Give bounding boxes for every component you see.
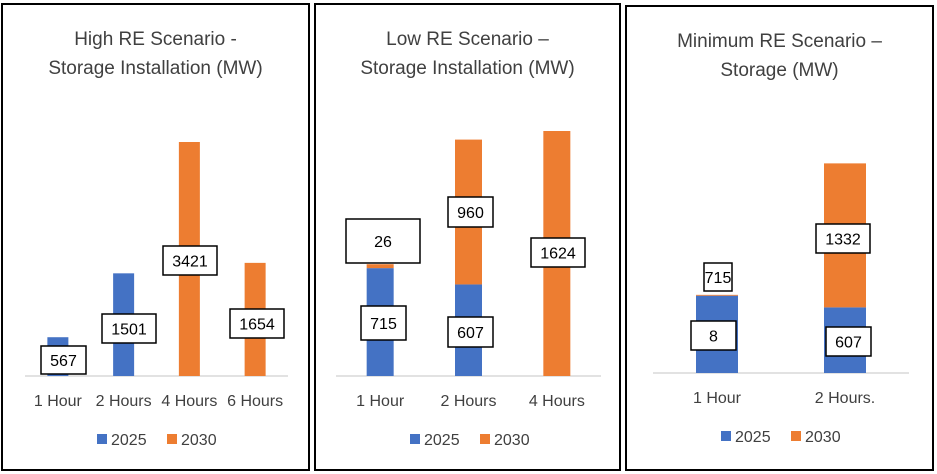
bar-2030-1-hour: [366, 264, 394, 269]
data-label-box: [40, 345, 87, 375]
data-label: 567: [50, 353, 77, 370]
data-label-box: [703, 262, 733, 292]
data-label: 960: [457, 205, 484, 222]
legend-label-2030: 2030: [494, 432, 530, 449]
chart-title-line: Minimum RE Scenario –: [677, 31, 882, 52]
x-tick-label: 1 Hour: [693, 390, 742, 407]
x-tick-label: 2 Hours.: [815, 390, 875, 407]
x-tick-label: 2 Hours: [440, 393, 496, 410]
chart-low-re: Low RE Scenario – Storage Installation (M…: [336, 29, 601, 449]
data-label-box: [530, 237, 586, 268]
data-label-box: [360, 305, 407, 341]
data-label: 1654: [239, 317, 275, 334]
legend-label-2025: 2025: [735, 429, 771, 446]
x-tick-label: 2 Hours: [96, 393, 152, 410]
data-label: 1624: [540, 246, 576, 263]
data-label: 8: [709, 329, 718, 346]
legend-swatch-2030: [480, 434, 490, 444]
data-label-box: [447, 196, 494, 228]
chart-panel-high-re: High RE Scenario - Storage Installation (…: [1, 3, 310, 471]
data-label: 3421: [172, 254, 208, 271]
chart-title-line: High RE Scenario -: [74, 29, 237, 50]
data-label: 607: [457, 325, 484, 342]
legend-swatch-2025: [410, 434, 420, 444]
data-label: 1501: [111, 322, 147, 339]
chart-minimum-re: Minimum RE Scenario – Storage (MW) 1 Hour 2…: [653, 31, 909, 446]
legend-swatch-2025: [721, 431, 731, 441]
data-label-box: [162, 245, 218, 276]
data-label-box: [229, 308, 285, 339]
x-tick-label: 1 Hour: [34, 393, 83, 410]
data-label-box: [690, 320, 737, 351]
legend-label-2030: 2030: [181, 432, 217, 449]
data-label-box: [815, 223, 871, 254]
chart-title-line: Storage (MW): [720, 60, 838, 81]
legend-label-2030: 2030: [805, 429, 841, 446]
legend-label-2025: 2025: [424, 432, 460, 449]
legend-swatch-2025: [97, 434, 107, 444]
legend-swatch-2030: [167, 434, 177, 444]
data-label-box: [345, 218, 421, 264]
data-label-box: [101, 313, 157, 344]
legend-label-2025: 2025: [111, 432, 147, 449]
chart-panel-low-re: Low RE Scenario – Storage Installation (M…: [314, 3, 621, 471]
data-label: 26: [374, 234, 392, 251]
chart-title-line: Storage Installation (MW): [48, 58, 262, 79]
legend-swatch-2030: [791, 431, 801, 441]
x-tick-label: 4 Hours: [529, 393, 585, 410]
x-tick-label: 6 Hours: [227, 393, 283, 410]
bar-2030-1-hour: [696, 294, 738, 296]
data-label: 1332: [825, 232, 861, 249]
data-label-box: [447, 316, 494, 348]
data-label: 715: [705, 270, 732, 287]
chart-title-line: Low RE Scenario –: [386, 29, 549, 50]
data-label: 607: [835, 335, 862, 352]
chart-panel-minimum-re: Minimum RE Scenario – Storage (MW) 1 Hour 2…: [625, 5, 934, 471]
chart-title-line: Storage Installation (MW): [360, 58, 574, 79]
data-label: 715: [370, 316, 397, 333]
x-tick-label: 1 Hour: [356, 393, 405, 410]
data-label-box: [825, 326, 872, 357]
x-tick-label: 4 Hours: [161, 393, 217, 410]
chart-high-re: High RE Scenario - Storage Installation (…: [25, 29, 288, 449]
